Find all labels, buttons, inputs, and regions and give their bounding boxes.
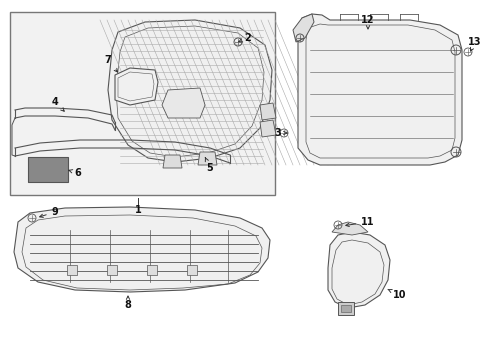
Polygon shape — [115, 68, 158, 105]
Polygon shape — [341, 305, 351, 312]
Text: 1: 1 — [135, 205, 142, 215]
Polygon shape — [332, 222, 368, 235]
Polygon shape — [107, 265, 117, 275]
Text: 11: 11 — [346, 217, 375, 227]
Text: 8: 8 — [124, 296, 131, 310]
Polygon shape — [298, 14, 462, 165]
Text: 6: 6 — [69, 168, 81, 178]
Polygon shape — [162, 88, 205, 118]
Polygon shape — [293, 14, 314, 42]
Polygon shape — [260, 120, 276, 137]
Text: 13: 13 — [468, 37, 482, 51]
Text: 5: 5 — [205, 158, 213, 173]
Polygon shape — [14, 207, 270, 292]
Bar — [10, 12, 275, 195]
Text: 10: 10 — [388, 289, 407, 300]
Text: 12: 12 — [361, 15, 375, 29]
Text: 4: 4 — [51, 97, 64, 111]
Text: 3: 3 — [274, 128, 287, 138]
Polygon shape — [116, 26, 264, 157]
Polygon shape — [328, 232, 390, 308]
Polygon shape — [28, 157, 68, 182]
Polygon shape — [67, 265, 77, 275]
Text: 2: 2 — [239, 33, 251, 43]
Polygon shape — [163, 155, 182, 168]
Polygon shape — [198, 152, 217, 165]
Polygon shape — [147, 265, 157, 275]
Text: 9: 9 — [40, 207, 58, 217]
Text: 7: 7 — [105, 55, 118, 72]
Polygon shape — [260, 103, 276, 120]
Polygon shape — [108, 20, 272, 162]
Polygon shape — [187, 265, 197, 275]
Polygon shape — [338, 302, 354, 315]
